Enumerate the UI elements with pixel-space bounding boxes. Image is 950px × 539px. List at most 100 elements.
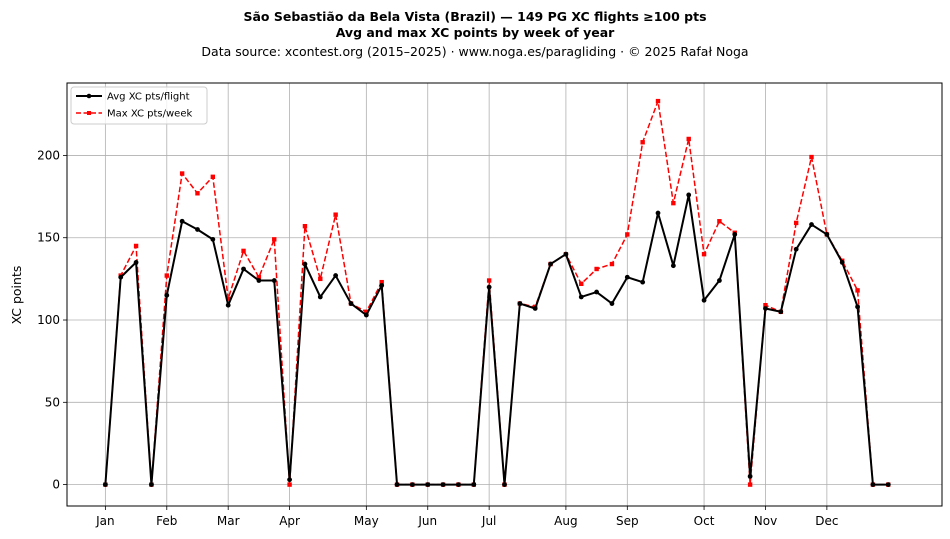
- data-point-avg: [271, 278, 277, 283]
- data-point-avg: [686, 192, 692, 198]
- data-point-avg: [363, 312, 369, 318]
- data-point-avg: [471, 482, 477, 488]
- legend-label-avg: Avg XC pts/flight: [107, 92, 190, 103]
- data-point-avg: [809, 222, 814, 227]
- data-point-avg: [317, 294, 323, 300]
- grid-lines: [67, 83, 942, 506]
- data-point-avg: [548, 261, 553, 267]
- data-point-avg: [763, 306, 768, 311]
- x-tick-label: Nov: [754, 514, 777, 528]
- data-point-avg: [333, 273, 339, 278]
- data-point-max: [195, 191, 200, 196]
- x-tick-label: Sep: [616, 514, 639, 528]
- plot-frame: [66, 82, 943, 507]
- chart-title: São Sebastião da Bela Vista (Brazil) — 1…: [243, 9, 706, 24]
- data-point-max: [164, 273, 169, 278]
- data-point-max: [486, 278, 492, 283]
- axis-ticks: 0 50 100 150 200 Jan Feb Mar Apr May Jun Jul Aug Sep O…: [37, 148, 838, 528]
- data-point-avg: [302, 261, 308, 267]
- data-point-avg: [824, 232, 830, 237]
- data-point-avg: [502, 482, 507, 488]
- x-tick-label: Jul: [481, 514, 496, 528]
- x-tick-label: May: [354, 514, 379, 528]
- y-tick-label: 50: [45, 395, 60, 409]
- data-point-avg: [149, 482, 154, 488]
- y-tick-label: 0: [52, 478, 60, 492]
- data-point-avg: [578, 294, 584, 300]
- data-point-avg: [747, 473, 753, 479]
- data-point-max: [179, 171, 185, 176]
- series-line-max: [104, 100, 889, 486]
- data-point-avg: [486, 284, 492, 290]
- data-point-avg: [164, 292, 170, 298]
- data-point-avg: [532, 306, 538, 311]
- data-point-avg: [256, 278, 262, 283]
- x-tick-label: Jan: [95, 514, 115, 528]
- x-tick-label: Apr: [279, 514, 300, 528]
- data-point-max: [241, 248, 246, 254]
- data-point-avg: [210, 236, 216, 242]
- data-point-avg: [778, 309, 784, 315]
- data-point-max: [256, 275, 262, 280]
- y-tick-label: 150: [37, 231, 60, 245]
- data-point-avg: [440, 482, 446, 488]
- data-point-max: [793, 220, 799, 226]
- data-point-max: [133, 243, 139, 249]
- x-tick-label: Dec: [815, 514, 838, 528]
- x-tick-label: Mar: [217, 514, 240, 528]
- data-point-avg: [348, 301, 354, 306]
- data-point-max: [302, 223, 308, 229]
- data-point-max: [686, 136, 691, 142]
- data-point-avg: [517, 301, 523, 306]
- legend-label-max: Max XC pts/week: [107, 109, 192, 120]
- data-point-avg: [287, 477, 292, 483]
- series-layer: [102, 98, 891, 488]
- data-point-max: [747, 482, 753, 487]
- data-point-max: [379, 279, 384, 285]
- legend-marker-avg: [86, 93, 92, 99]
- data-point-max: [640, 140, 645, 145]
- data-point-avg: [870, 482, 876, 488]
- data-point-max: [701, 251, 707, 257]
- legend-box: [70, 86, 208, 125]
- data-point-avg: [394, 482, 400, 488]
- data-point-avg: [839, 260, 845, 265]
- data-point-avg: [133, 260, 139, 265]
- data-point-max: [579, 281, 584, 287]
- data-point-avg: [717, 278, 722, 283]
- data-point-avg: [594, 289, 600, 295]
- data-point-avg: [885, 482, 891, 488]
- data-point-avg: [624, 274, 630, 280]
- data-point-avg: [609, 301, 615, 306]
- data-point-max: [225, 296, 231, 301]
- data-point-avg: [102, 482, 108, 488]
- x-tick-label: Oct: [694, 514, 715, 528]
- data-point-max: [287, 482, 292, 487]
- data-point-avg: [701, 297, 707, 303]
- data-point-max: [210, 174, 216, 180]
- data-point-avg: [195, 227, 200, 232]
- legend-marker-max: [87, 111, 91, 115]
- data-point-avg: [456, 482, 461, 488]
- y-tick-label: 200: [37, 148, 60, 162]
- data-point-avg: [563, 251, 569, 257]
- data-point-avg: [732, 232, 738, 237]
- data-point-avg: [793, 246, 799, 252]
- data-point-avg: [225, 302, 231, 308]
- data-point-avg: [379, 283, 385, 288]
- chart-subtitle: Data source: xcontest.org (2015–2025) · …: [201, 44, 748, 59]
- data-point-avg: [179, 218, 185, 224]
- legend: Avg XC pts/flight Max XC pts/week: [70, 86, 208, 125]
- data-point-avg: [241, 266, 246, 272]
- data-point-max: [318, 276, 323, 282]
- data-point-max: [717, 219, 722, 224]
- data-point-max: [625, 232, 630, 237]
- chart-title-line2: Avg and max XC points by week of year: [336, 25, 615, 40]
- data-point-avg: [425, 482, 431, 488]
- data-point-max: [609, 261, 615, 267]
- series-line-avg: [104, 193, 889, 486]
- y-tick-label: 100: [37, 313, 60, 327]
- data-point-avg: [640, 279, 646, 285]
- y-axis-label: XC points: [9, 266, 24, 325]
